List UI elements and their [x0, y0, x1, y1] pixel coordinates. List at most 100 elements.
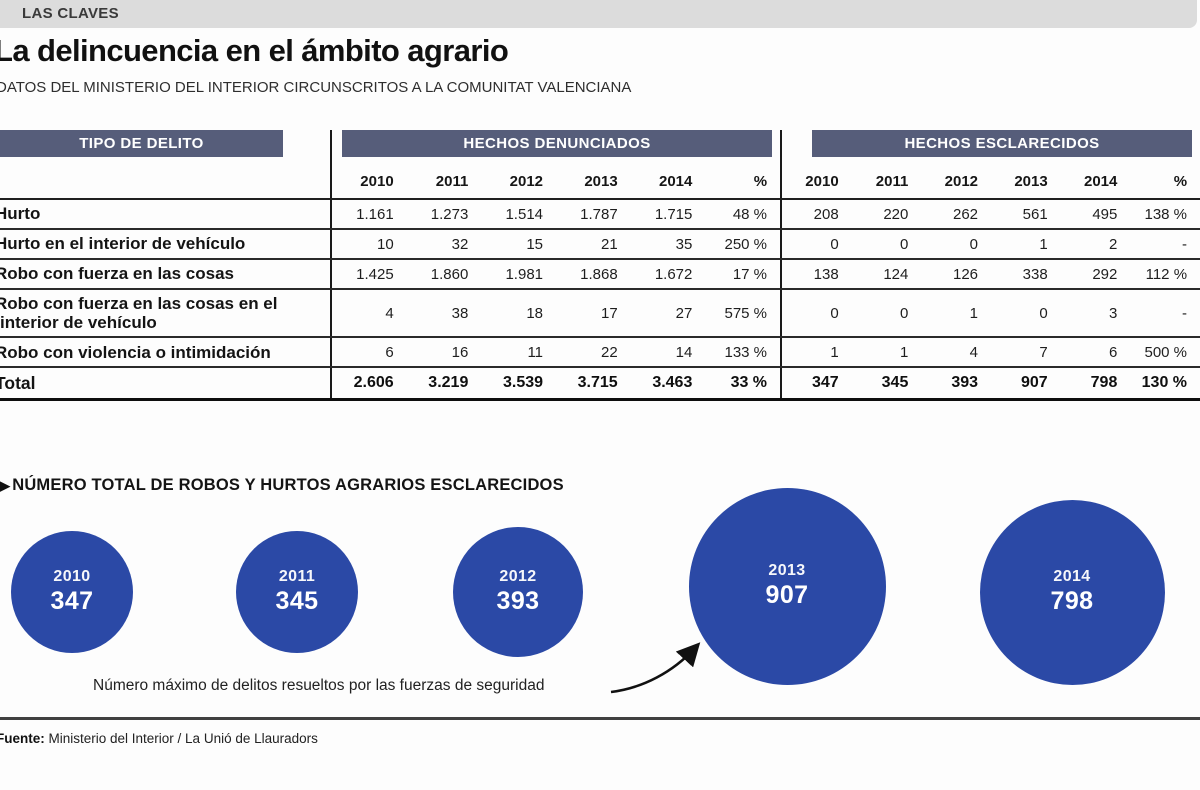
- value-cell: 0: [900, 235, 909, 253]
- value-cell: 1.860: [430, 265, 469, 283]
- year-header-cell: 2013: [584, 173, 618, 190]
- value-cell: 35: [675, 235, 693, 253]
- value-cell: 1.161: [356, 205, 394, 223]
- denunciados-band-cell: HECHOS DENUNCIADOS: [332, 130, 782, 160]
- page-title: La delincuencia en el ámbito agrario: [0, 33, 509, 68]
- table-row: Robo con violencia o intimidación 6 16 11 22…: [0, 338, 1200, 369]
- value-cell: 2: [1109, 235, 1118, 253]
- value-cell: 0: [969, 235, 979, 253]
- value-cell: 1.672: [654, 265, 693, 283]
- value-cell: 1: [969, 304, 979, 322]
- value-cell: 17: [601, 304, 618, 322]
- year-header-cell: 2010: [360, 173, 394, 190]
- value-cell: 14: [675, 343, 693, 361]
- value-cell: 21: [601, 235, 618, 253]
- denunciados-group-header: HECHOS DENUNCIADOS: [342, 130, 772, 157]
- value-cell: 907: [1020, 374, 1048, 392]
- value-cell: 292: [1092, 265, 1118, 283]
- table-row: Robo con fuerza en las cosas 1.425 1.860 1.…: [0, 260, 1200, 290]
- value-cell: 262: [952, 205, 979, 223]
- year-header-cell: 2014: [658, 173, 693, 190]
- row-label: Robo con violencia o intimidación: [0, 338, 332, 367]
- bubble-year-label: 2013: [768, 562, 806, 579]
- bubble-annotation: Número máximo de delitos resueltos por l…: [93, 677, 545, 694]
- value-cell: 6: [385, 343, 394, 361]
- value-cell: 500 %: [1144, 343, 1188, 361]
- bubble-value-label: 345: [275, 587, 319, 615]
- table-row: Hurto en el interior de vehículo 10 32 15 21…: [0, 230, 1200, 260]
- value-cell: 138: [813, 265, 839, 283]
- year-header-row: 2010 2011 2012 2013 2014% 2010 2011 2012 2013 20…: [0, 160, 1200, 200]
- table-row: Total 2.606 3.219 3.539 3.715 3.463 33 % 347 345…: [0, 368, 1200, 402]
- bubble-2014: 2014 798: [979, 499, 1165, 685]
- row-label: Robo con fuerza en las cosas: [0, 260, 332, 288]
- year-header-cell: %: [1173, 173, 1188, 190]
- year-header-cell: 2014: [1083, 173, 1118, 190]
- value-cell: 130 %: [1141, 374, 1188, 392]
- table-row: Robo con fuerza en las cosas en el inter…: [0, 290, 1200, 339]
- value-cell: 0: [830, 235, 839, 253]
- year-headers-denunciados: 2010 2011 2012 2013 2014%: [332, 160, 782, 198]
- row-group-esclarecidos: 0 0 1 0 3 -: [782, 290, 1200, 336]
- bubble-value-label: 798: [1050, 587, 1094, 615]
- bubble-2010: 2010 347: [11, 531, 133, 653]
- row-group-denunciados: 6 16 11 22 14 133 %: [332, 338, 782, 367]
- value-cell: 495: [1092, 205, 1118, 223]
- bubble-section-title-text: NÚMERO TOTAL DE ROBOS Y HURTOS AGRARIOS …: [12, 476, 564, 494]
- value-cell: 0: [830, 304, 839, 322]
- annotation-arrow-icon: [610, 642, 701, 694]
- row-group-esclarecidos: 208 220 262 561 495 138 %: [782, 200, 1200, 228]
- value-cell: 575 %: [724, 304, 768, 322]
- year-header-cell: %: [753, 173, 768, 190]
- table-row: Hurto 1.161 1.273 1.514 1.787 1.715 48 % 208 220…: [0, 200, 1200, 230]
- value-cell: 15: [526, 235, 544, 253]
- bubble-year-label: 2012: [499, 568, 537, 585]
- value-cell: 1.787: [580, 205, 618, 223]
- bubble-value-label: 907: [765, 581, 809, 609]
- bubble-year-label: 2011: [278, 568, 316, 585]
- year-headers-esclarecidos: 2010 2011 2012 2013 2014%: [782, 160, 1200, 198]
- value-cell: 4: [969, 343, 979, 361]
- row-label: Hurto: [0, 200, 332, 228]
- esclarecidos-band-cell: HECHOS ESCLARECIDOS: [782, 130, 1200, 160]
- row-group-esclarecidos: 1 1 4 7 6 500 %: [782, 338, 1200, 366]
- row-label: Hurto en el interior de vehículo: [0, 230, 332, 258]
- kicker-label: LAS CLAVES: [22, 5, 119, 22]
- value-cell: 208: [813, 205, 839, 223]
- page-subtitle: DATOS DEL MINISTERIO DEL INTERIOR CIRCUN…: [0, 79, 632, 96]
- row-label: Total: [0, 368, 332, 399]
- year-header-cell: 2013: [1014, 173, 1048, 190]
- value-cell: 11: [527, 343, 544, 361]
- bubble-2012: 2012 393: [453, 527, 583, 657]
- value-cell: 112 %: [1145, 265, 1188, 283]
- value-cell: 138 %: [1144, 205, 1188, 223]
- kicker-band: [0, 0, 1197, 28]
- value-cell: 2.606: [353, 374, 394, 392]
- value-cell: 220: [883, 205, 909, 223]
- source-label: Fuente:: [0, 731, 45, 746]
- value-cell: 798: [1090, 374, 1118, 392]
- value-cell: 6: [1109, 343, 1118, 361]
- row-group-denunciados: 4 38 18 17 27 575 %: [332, 290, 782, 337]
- year-header-spacer: [0, 160, 332, 198]
- row-group-denunciados: 2.606 3.219 3.539 3.715 3.463 33 %: [332, 368, 782, 399]
- value-cell: 124: [883, 265, 909, 283]
- value-cell: 393: [951, 374, 979, 392]
- value-cell: 16: [451, 343, 469, 361]
- bubble-year-label: 2014: [1053, 568, 1091, 585]
- bubble-section-title: ▶ NÚMERO TOTAL DE ROBOS Y HURTOS AGRARIO…: [0, 476, 564, 495]
- bubble-year-label: 2010: [53, 568, 91, 585]
- value-cell: 38: [451, 304, 469, 322]
- year-header-cell: 2012: [509, 173, 544, 190]
- value-cell: 3: [1109, 304, 1118, 322]
- label-column-header: TIPO DE DELITO: [0, 130, 283, 157]
- bubble-value-label: 347: [50, 587, 94, 615]
- value-cell: 1.981: [505, 265, 544, 283]
- year-header-cell: 2010: [805, 173, 839, 190]
- value-cell: 561: [1022, 205, 1048, 223]
- value-cell: 3.539: [502, 374, 544, 392]
- value-cell: 1.868: [580, 265, 618, 283]
- value-cell: 338: [1022, 265, 1048, 283]
- value-cell: 133 %: [724, 343, 768, 361]
- value-cell: 3.219: [428, 374, 469, 392]
